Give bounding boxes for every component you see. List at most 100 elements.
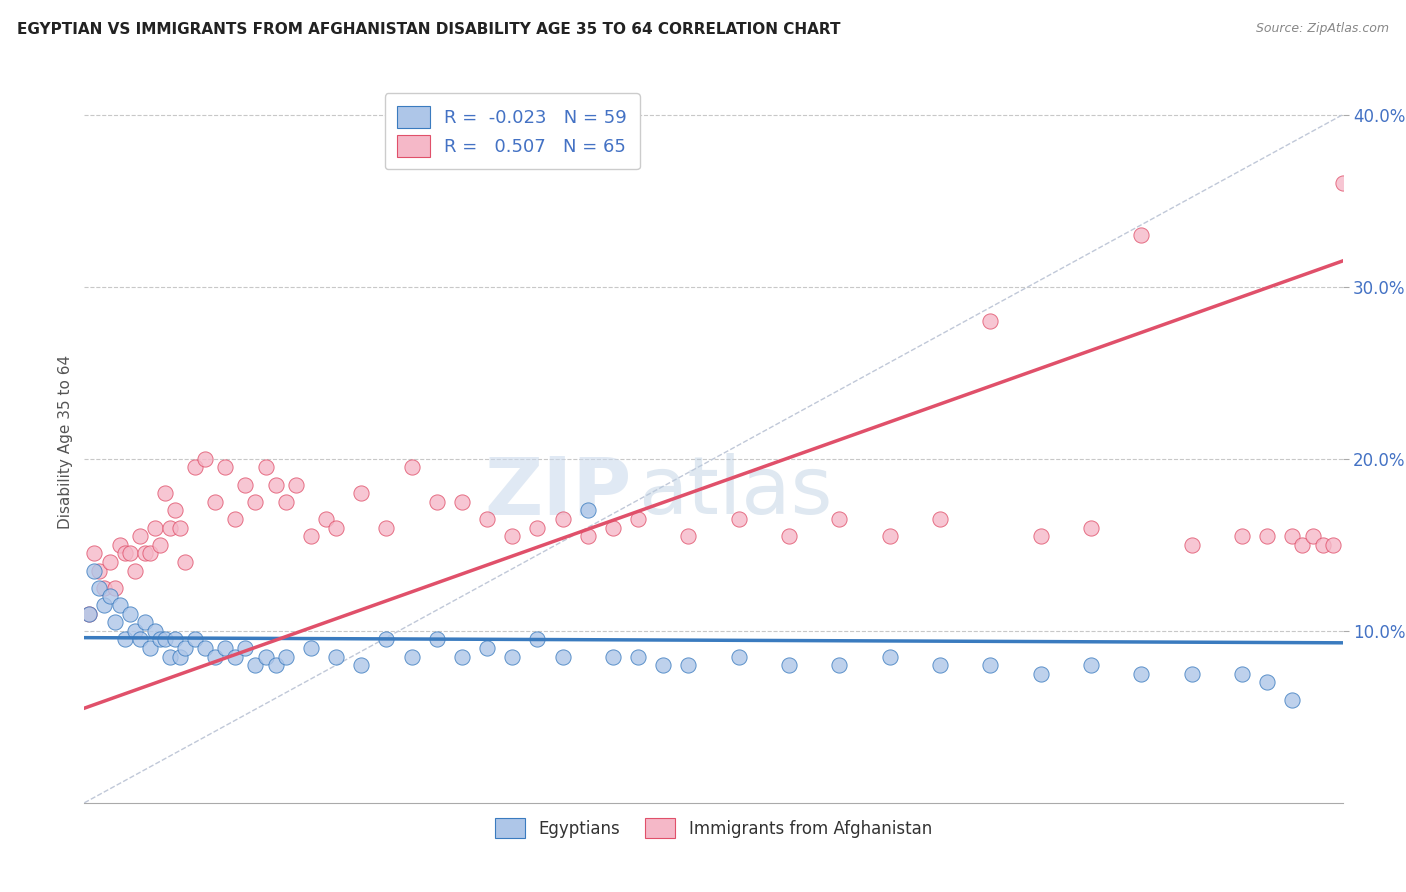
Point (678, 529, 700, 543)
Point (1080, 658, 1102, 673)
Point (451, 494, 474, 508)
Point (350, 486, 373, 500)
Point (118, 607, 141, 621)
Point (149, 538, 172, 552)
Point (254, 649, 277, 664)
Point (235, 640, 257, 655)
Point (315, 512, 337, 526)
Point (375, 520, 398, 534)
Point (245, 658, 267, 673)
Point (214, 460, 236, 475)
Point (134, 546, 156, 560)
Point (159, 520, 181, 534)
Point (602, 520, 624, 534)
Point (1029, 529, 1052, 543)
Point (778, 658, 800, 673)
Point (929, 658, 952, 673)
Point (325, 649, 347, 664)
Point (1029, 666, 1052, 681)
Point (778, 529, 800, 543)
Point (979, 658, 1001, 673)
Point (224, 512, 246, 526)
Point (83, 564, 105, 578)
Point (299, 529, 322, 543)
Point (204, 649, 226, 664)
Point (98, 555, 121, 569)
Point (93, 598, 115, 612)
Point (103, 581, 125, 595)
Point (551, 649, 574, 664)
Point (1256, 529, 1278, 543)
Point (475, 512, 498, 526)
Point (299, 640, 322, 655)
Point (114, 632, 136, 647)
Point (124, 564, 146, 578)
Point (501, 649, 523, 664)
Point (1130, 666, 1153, 681)
Point (576, 503, 599, 517)
Point (108, 538, 131, 552)
Point (139, 546, 162, 560)
Point (264, 477, 287, 491)
Point (264, 658, 287, 673)
Point (163, 503, 186, 517)
Text: EGYPTIAN VS IMMIGRANTS FROM AFGHANISTAN DISABILITY AGE 35 TO 64 CORRELATION CHAR: EGYPTIAN VS IMMIGRANTS FROM AFGHANISTAN … (17, 22, 841, 37)
Point (184, 632, 207, 647)
Text: ZIP: ZIP (485, 453, 631, 531)
Point (426, 494, 449, 508)
Point (1181, 538, 1204, 552)
Point (501, 529, 523, 543)
Point (1080, 520, 1102, 534)
Point (254, 460, 277, 475)
Point (128, 632, 150, 647)
Point (350, 658, 373, 673)
Point (1291, 538, 1313, 552)
Point (551, 512, 574, 526)
Point (1281, 692, 1303, 706)
Point (274, 649, 297, 664)
Point (159, 649, 181, 664)
Point (245, 494, 267, 508)
Point (426, 632, 449, 647)
Point (174, 555, 197, 569)
Point (727, 649, 749, 664)
Point (475, 640, 498, 655)
Point (149, 632, 172, 647)
Point (879, 529, 901, 543)
Legend: Egyptians, Immigrants from Afghanistan: Egyptians, Immigrants from Afghanistan (488, 812, 939, 845)
Point (134, 615, 156, 630)
Point (1331, 177, 1354, 191)
Point (1256, 675, 1278, 690)
Point (1230, 666, 1253, 681)
Point (1130, 228, 1153, 243)
Point (89, 581, 111, 595)
Text: Source: ZipAtlas.com: Source: ZipAtlas.com (1256, 22, 1389, 36)
Point (143, 624, 166, 638)
Point (184, 460, 207, 475)
Point (118, 546, 141, 560)
Point (929, 512, 952, 526)
Point (1312, 538, 1334, 552)
Point (89, 564, 111, 578)
Point (1181, 666, 1204, 681)
Point (1230, 529, 1253, 543)
Point (526, 632, 548, 647)
Point (284, 477, 307, 491)
Point (828, 658, 851, 673)
Point (979, 314, 1001, 328)
Point (727, 512, 749, 526)
Point (627, 512, 650, 526)
Point (274, 494, 297, 508)
Point (1281, 529, 1303, 543)
Point (828, 512, 851, 526)
Point (139, 640, 162, 655)
Point (169, 520, 191, 534)
Point (224, 649, 246, 664)
Point (576, 529, 599, 543)
Point (375, 632, 398, 647)
Point (124, 624, 146, 638)
Point (114, 546, 136, 560)
Text: atlas: atlas (638, 453, 832, 531)
Point (108, 598, 131, 612)
Point (652, 658, 675, 673)
